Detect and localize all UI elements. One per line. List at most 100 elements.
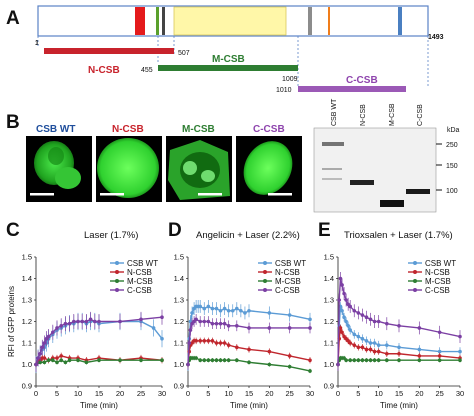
data-point: [368, 341, 373, 345]
legend-label: C-CSB: [127, 286, 152, 295]
legend-swatch-dot: [413, 288, 417, 292]
data-point: [151, 326, 156, 330]
data-point: [55, 360, 59, 365]
data-point: [458, 349, 462, 354]
protein-end-label: 1493: [428, 34, 444, 41]
data-point: [72, 319, 76, 324]
y-tick-label: 1.0: [174, 360, 184, 369]
data-point: [376, 349, 381, 354]
data-point: [187, 341, 192, 345]
data-point: [42, 341, 47, 345]
y-tick-label: 1.3: [174, 296, 184, 305]
data-point: [308, 358, 312, 363]
x-tick-label: 15: [395, 389, 403, 398]
y-tick-label: 1.4: [22, 274, 32, 283]
y-tick-label: 1.1: [22, 339, 32, 348]
legend-swatch-dot: [413, 270, 417, 274]
data-point: [198, 339, 202, 343]
data-point: [88, 317, 93, 322]
data-point: [348, 304, 353, 309]
y-tick-label: 0.9: [174, 382, 184, 391]
y-tick-label: 1.1: [324, 339, 334, 348]
x-tick-label: 30: [158, 389, 166, 398]
legend-swatch-dot: [115, 261, 119, 265]
chart-0: Laser (1.7%) 0.9 1.0 1.1 1.2 1.3 1.4 1.5 0 5 10 15 2…: [7, 230, 166, 410]
chart-title: Angelicin + Laser (2.2%): [196, 230, 300, 241]
c-csb-fragment-label: C-CSB: [346, 75, 378, 86]
m-csb-fragment-label: M-CSB: [212, 54, 245, 65]
data-point: [190, 311, 194, 315]
data-point: [342, 291, 346, 296]
domain-atpase: [173, 6, 287, 36]
data-point: [397, 345, 401, 350]
x-axis-label: Time (min): [380, 401, 418, 410]
data-point: [84, 360, 89, 365]
data-point: [397, 324, 401, 328]
x-tick-label: 0: [336, 389, 340, 398]
y-axis-label: RFI of GFP proteins: [7, 286, 16, 357]
cell-label-c-csb: C-CSB: [253, 124, 285, 135]
data-point: [76, 319, 80, 324]
x-tick-label: 25: [285, 389, 293, 398]
data-point: [194, 317, 198, 322]
legend-label: CSB WT: [425, 259, 456, 268]
data-point: [226, 324, 231, 328]
data-point: [247, 347, 251, 352]
data-point: [202, 358, 207, 363]
legend-label: C-CSB: [425, 286, 450, 295]
data-point: [160, 336, 164, 341]
domain-green: [156, 7, 159, 35]
data-point: [97, 319, 101, 324]
data-point: [222, 341, 227, 345]
data-point: [338, 326, 343, 330]
data-point: [63, 360, 68, 365]
series-line: [35, 316, 163, 365]
data-point: [287, 354, 292, 358]
micrograph-n-csb: [96, 136, 162, 202]
x-tick-label: 10: [374, 389, 382, 398]
data-point: [80, 319, 84, 324]
data-point: [218, 358, 223, 363]
data-point: [139, 317, 143, 322]
data-point: [385, 321, 389, 326]
data-point: [38, 360, 42, 365]
western-blot: [313, 127, 442, 213]
data-point: [376, 358, 381, 363]
data-point: [51, 358, 55, 363]
data-point: [417, 347, 422, 352]
data-point: [226, 358, 231, 363]
data-point: [458, 334, 462, 339]
data-point: [376, 319, 381, 324]
data-point: [417, 354, 422, 358]
m-csb-end-label: 1009: [282, 76, 298, 83]
chart-1: Angelicin + Laser (2.2%) 0.9 1.0 1.1 1.2 1.3 1…: [174, 230, 315, 410]
data-point: [364, 315, 369, 320]
data-point: [160, 315, 164, 320]
data-point: [344, 319, 348, 324]
legend-label: C-CSB: [275, 286, 300, 295]
data-point: [308, 369, 312, 373]
series-c-csb: [186, 313, 312, 370]
data-point: [93, 319, 97, 324]
data-point: [346, 324, 350, 328]
legend-label: M-CSB: [425, 277, 451, 286]
legend-label: N-CSB: [127, 268, 152, 277]
x-tick-label: 25: [435, 389, 443, 398]
data-point: [46, 358, 51, 363]
legend-label: N-CSB: [275, 268, 300, 277]
legend-swatch-dot: [263, 279, 267, 283]
data-point: [385, 343, 389, 347]
data-point: [342, 315, 346, 320]
data-point: [338, 276, 343, 281]
data-point: [308, 317, 312, 322]
y-tick-label: 1.5: [22, 253, 32, 262]
data-point: [397, 351, 401, 356]
x-tick-label: 0: [34, 389, 38, 398]
data-point: [340, 330, 344, 335]
data-point: [360, 345, 365, 350]
data-point: [139, 358, 143, 363]
data-point: [222, 321, 227, 326]
data-point: [417, 326, 422, 330]
data-point: [84, 319, 89, 324]
